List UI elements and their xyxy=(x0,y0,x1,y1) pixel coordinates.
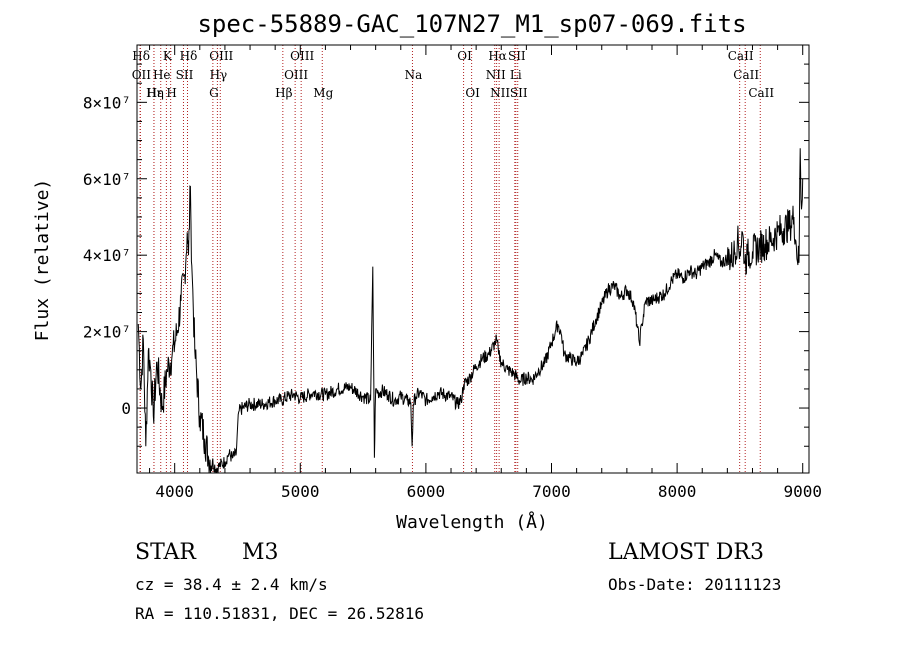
line-label-10: He xyxy=(153,68,171,82)
line-label-17: CaII xyxy=(733,68,759,82)
obs-date: Obs-Date: 20111123 xyxy=(608,575,782,594)
x-tick-label: 5000 xyxy=(281,482,320,501)
line-label-12: Hγ xyxy=(210,68,228,82)
line-label-25: NII xyxy=(490,86,510,100)
chart-title: spec-55889-GAC_107N27_M1_sp07-069.fits xyxy=(197,10,746,38)
y-axis-label: Flux (relative) xyxy=(32,179,53,342)
plot-frame xyxy=(136,44,810,474)
line-label-6: Hα xyxy=(488,49,507,63)
object-subclass: M3 xyxy=(242,540,279,565)
line-label-16: Li xyxy=(510,68,522,82)
x-tick-label: 7000 xyxy=(532,482,571,501)
y-tick-label: 4×10⁷ xyxy=(83,246,131,265)
line-label-11: SII xyxy=(176,68,194,82)
line-label-18: Hε xyxy=(147,86,164,100)
line-label-15: NII xyxy=(486,68,506,82)
object-class: STAR xyxy=(135,540,196,565)
redshift-value: cz = 38.4 ± 2.4 km/s xyxy=(135,575,328,594)
y-tick-label: 8×10⁷ xyxy=(83,93,131,112)
line-label-8: CaII xyxy=(728,49,754,63)
line-label-7: SII xyxy=(508,49,526,63)
y-tick-label: 0 xyxy=(121,399,131,418)
line-label-2: Hδ xyxy=(180,49,198,63)
line-label-27: CaII xyxy=(748,86,774,100)
coordinates: RA = 110.51831, DEC = 26.52816 xyxy=(135,604,424,623)
line-label-13: OIII xyxy=(284,68,308,82)
line-label-20: H xyxy=(166,86,176,100)
line-label-24: OI xyxy=(465,86,480,100)
line-label-5: OI xyxy=(457,49,472,63)
line-label-0: Hδ xyxy=(132,49,150,63)
x-tick-label: 9000 xyxy=(783,482,822,501)
x-tick-label: 6000 xyxy=(407,482,446,501)
line-label-4: OIII xyxy=(290,49,314,63)
line-label-21: G xyxy=(209,86,219,100)
line-label-1: K xyxy=(163,49,173,63)
x-axis-label: Wavelength (Å) xyxy=(396,511,548,533)
line-label-3: OIII xyxy=(209,49,233,63)
spectrum-series-line xyxy=(137,148,804,474)
y-tick-label: 2×10⁷ xyxy=(83,323,131,342)
line-label-9: OII xyxy=(132,68,152,82)
x-axis: 4000 5000 6000 7000 8000 9000 xyxy=(149,45,822,501)
line-label-22: Hβ xyxy=(275,86,292,100)
x-tick-label: 4000 xyxy=(155,482,194,501)
line-label-26: SII xyxy=(510,86,528,100)
survey-name: LAMOST DR3 xyxy=(608,540,764,565)
line-label-19: Hη xyxy=(146,86,164,100)
x-tick-label: 8000 xyxy=(658,482,697,501)
line-label-23: Mg xyxy=(313,86,333,100)
line-label-14: Na xyxy=(405,68,423,82)
y-axis: 0 2×10⁷ 4×10⁷ 6×10⁷ 8×10⁷ xyxy=(83,63,809,447)
y-tick-label: 6×10⁷ xyxy=(83,170,131,189)
